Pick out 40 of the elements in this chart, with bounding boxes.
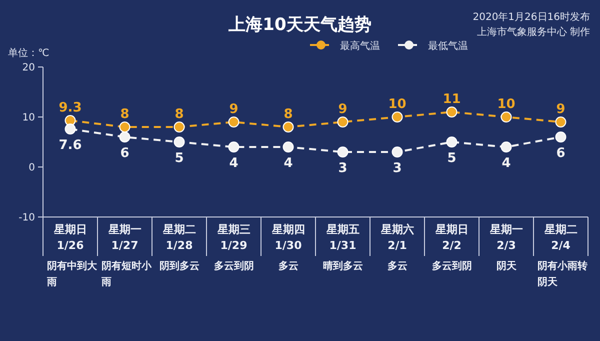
annotation: 上海市气象服务中心 制作 — [476, 27, 590, 38]
xtick: 星期二 1/28 阴到多云 — [159, 223, 200, 272]
annotation: 2020年1月26日16时发布 — [472, 12, 590, 23]
ytick: 20 — [22, 62, 35, 74]
data-label: 3 — [392, 161, 402, 176]
data-label: 8 — [174, 107, 184, 122]
data-label: 5 — [174, 151, 184, 166]
data-label: 6 — [120, 146, 130, 161]
title: 上海10天天气趋势 — [228, 15, 372, 35]
xtick: 星期二 2/4 阴有小雨转阴天 — [538, 223, 588, 288]
xtick: 星期三 1/29 多云到阴 — [214, 223, 254, 272]
data-label: 9 — [556, 102, 566, 117]
data-label: 10 — [497, 97, 516, 112]
ytick: 10 — [22, 112, 35, 124]
xtick: 星期日 1/26 阴有中到大雨 — [47, 223, 97, 288]
data-label: 8 — [284, 107, 293, 122]
data-label: 4 — [229, 156, 238, 171]
ylabel: 单位：℃ — [8, 48, 50, 59]
data-label: 9 — [338, 102, 348, 117]
legend: 最高气温 — [340, 41, 380, 52]
data-label: 10 — [388, 97, 406, 112]
data-label: 3 — [338, 161, 348, 176]
xtick: 星期四 1/30 多云 — [272, 223, 305, 272]
data-label: 4 — [284, 156, 293, 171]
xtick: 星期一 2/3 阴天 — [490, 223, 523, 272]
data-label: 9.3 — [58, 100, 82, 116]
xtick: 星期日 2/2 多云到阴 — [432, 223, 472, 272]
data-label: 5 — [447, 151, 456, 166]
ytick: 0 — [28, 162, 35, 174]
data-label: 11 — [442, 92, 461, 107]
data-label: 4 — [502, 156, 511, 171]
xtick: 星期六 2/1 多云 — [380, 223, 414, 272]
data-label: 8 — [120, 107, 130, 122]
data-label: 7.6 — [58, 138, 82, 153]
legend: 最低气温 — [428, 41, 468, 52]
xtick: 星期五 1/31 晴到多云 — [322, 223, 363, 272]
xtick: 星期一 1/27 阴有短时小雨 — [102, 223, 152, 288]
data-label: 6 — [556, 146, 566, 161]
ytick: -10 — [18, 212, 35, 224]
data-label: 9 — [229, 102, 238, 117]
